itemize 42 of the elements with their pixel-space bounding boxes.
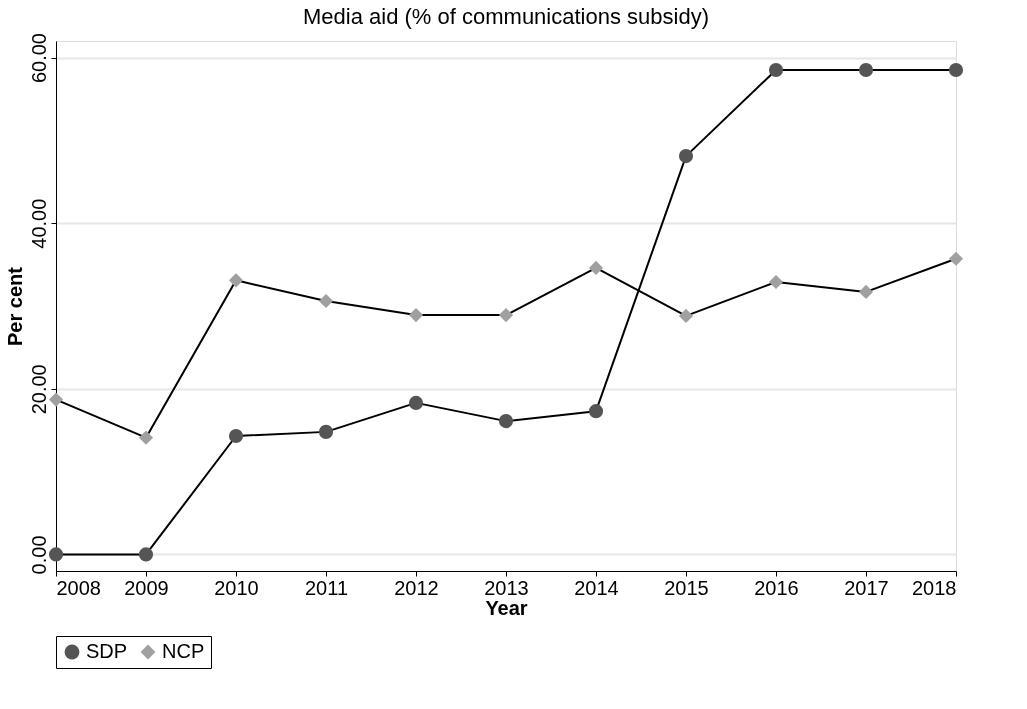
y-tick-label: 60.00 xyxy=(27,33,50,84)
legend-label: NCP xyxy=(162,640,205,662)
point xyxy=(858,62,874,78)
point xyxy=(858,284,874,299)
x-tick-label: 2016 xyxy=(754,576,799,599)
y-tick-label: 40.00 xyxy=(27,198,50,249)
point xyxy=(948,251,964,266)
y-axis-title: Per cent xyxy=(3,266,26,346)
point xyxy=(138,430,154,445)
point xyxy=(678,308,694,324)
point xyxy=(408,308,424,323)
point xyxy=(48,392,64,407)
point xyxy=(498,414,514,429)
point xyxy=(498,308,514,323)
x-tick-label: 2013 xyxy=(484,576,529,599)
point xyxy=(48,547,64,562)
x-tick-label: 2015 xyxy=(664,576,709,599)
point xyxy=(318,293,334,309)
point xyxy=(588,260,604,275)
point xyxy=(318,424,334,439)
point xyxy=(138,547,154,562)
point xyxy=(768,274,784,290)
point xyxy=(588,404,604,419)
legend-label: SDP xyxy=(86,640,128,662)
x-tick-label: 2012 xyxy=(394,576,439,599)
x-tick-label: 2014 xyxy=(574,576,619,599)
point xyxy=(228,273,244,288)
x-tick-label: 2010 xyxy=(214,576,259,599)
y-tick-label: 0.00 xyxy=(27,535,50,575)
point xyxy=(768,62,784,78)
x-tick-label: 2018 xyxy=(912,576,957,599)
x-axis-title: Year xyxy=(485,596,528,619)
point xyxy=(408,395,424,410)
y-tick-label: 20.00 xyxy=(27,364,50,415)
point xyxy=(678,149,694,164)
x-tick-label: 2009 xyxy=(124,576,169,599)
x-tick-label: 2008 xyxy=(56,576,101,599)
chart-title: Media aid (% of communications subsidy) xyxy=(303,3,709,29)
x-tick-label: 2011 xyxy=(304,576,349,599)
point xyxy=(948,62,964,78)
point xyxy=(228,428,244,444)
x-tick-label: 2017 xyxy=(844,576,889,599)
